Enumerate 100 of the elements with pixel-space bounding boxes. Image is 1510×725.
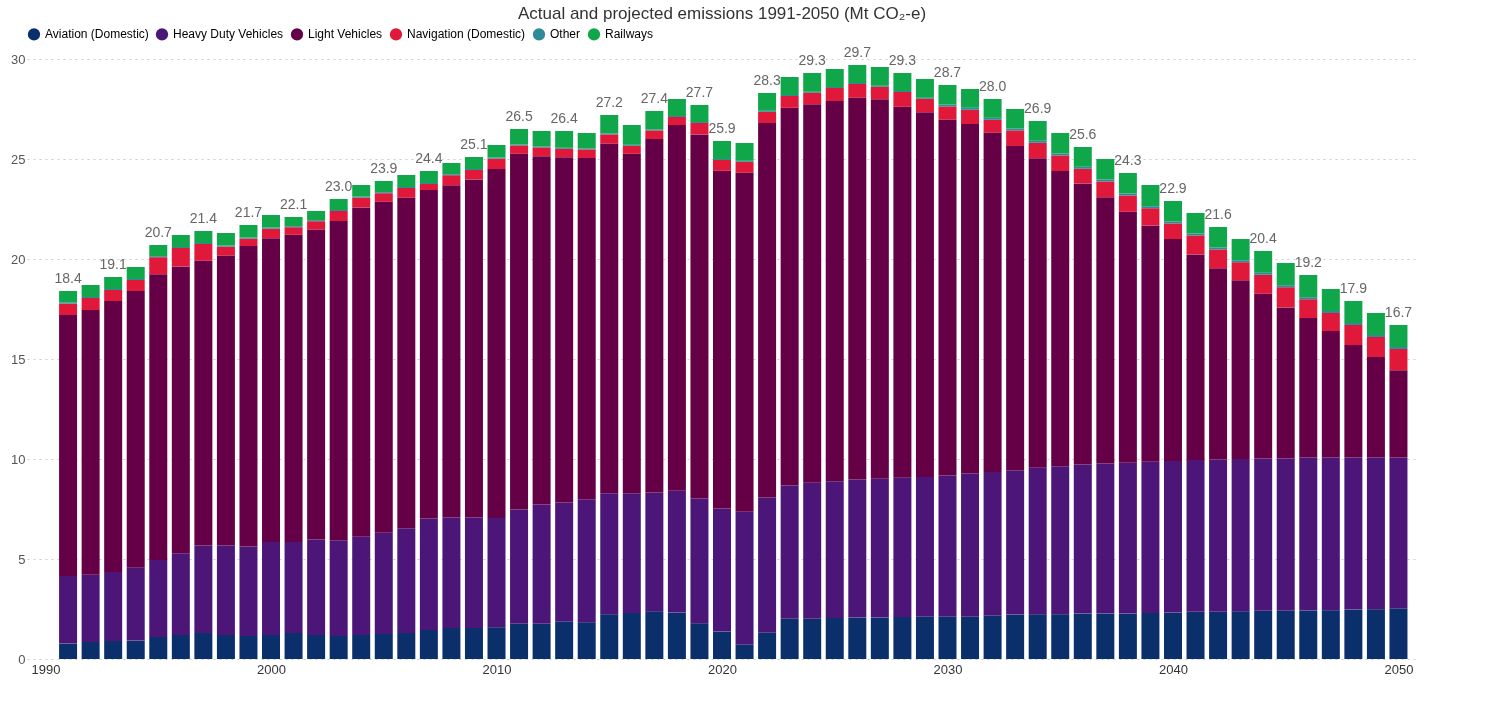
total-label: 21.7 <box>234 204 263 220</box>
bar <box>464 628 483 659</box>
bar <box>284 234 303 542</box>
bar <box>149 245 168 257</box>
bar <box>149 560 168 637</box>
bar <box>1051 155 1070 171</box>
bar <box>1321 289 1340 311</box>
bar <box>104 277 123 289</box>
bar <box>510 153 529 510</box>
bar <box>915 98 934 113</box>
bar <box>1299 457 1318 611</box>
bar <box>713 160 731 171</box>
bar <box>1096 197 1115 464</box>
bar <box>1276 458 1295 611</box>
total-label: 20.4 <box>1249 230 1278 246</box>
bar <box>1276 307 1295 459</box>
bar <box>1344 609 1363 659</box>
bar <box>622 125 641 145</box>
bar <box>848 97 867 480</box>
bar <box>171 235 190 247</box>
bar <box>104 572 123 641</box>
bar <box>1006 614 1025 659</box>
bar <box>81 574 100 642</box>
y-tick-label: 0 <box>18 651 26 667</box>
bar <box>555 502 574 622</box>
bar <box>149 274 168 560</box>
bar <box>419 171 438 183</box>
bar <box>622 613 641 659</box>
bar <box>149 257 168 275</box>
bar <box>1389 608 1408 659</box>
bar <box>194 545 213 633</box>
total-label: 29.3 <box>888 52 917 68</box>
total-label: 27.7 <box>685 84 714 100</box>
bar <box>262 542 281 635</box>
bar <box>983 117 1002 120</box>
bar <box>803 482 822 619</box>
bar <box>1299 275 1318 298</box>
bar <box>126 291 145 568</box>
bar <box>1163 201 1182 222</box>
bar <box>329 636 348 659</box>
bar <box>780 107 799 486</box>
bar <box>600 115 619 134</box>
bar <box>1254 293 1273 459</box>
bar <box>667 117 686 125</box>
bar <box>645 111 664 130</box>
bar <box>600 614 619 659</box>
bar <box>1051 171 1070 467</box>
bar <box>1163 612 1182 659</box>
bar <box>1051 614 1070 659</box>
total-label: 25.9 <box>708 120 736 136</box>
bar <box>216 246 235 256</box>
bar <box>510 129 529 145</box>
bar <box>961 616 980 659</box>
bar <box>262 238 281 542</box>
bar <box>1141 613 1160 659</box>
bar <box>893 106 912 478</box>
bar <box>510 145 529 154</box>
bar <box>239 225 258 238</box>
total-label: 28.7 <box>933 64 962 80</box>
bar <box>758 111 777 123</box>
bar <box>735 644 754 659</box>
bar <box>239 238 258 246</box>
bar <box>667 99 686 116</box>
bar <box>81 642 100 659</box>
bar <box>893 92 912 107</box>
bar <box>464 517 483 628</box>
total-label: 19.1 <box>99 256 128 272</box>
bar <box>59 315 78 576</box>
bar <box>1118 613 1137 659</box>
bar <box>893 477 912 617</box>
total-label: 20.7 <box>144 224 173 240</box>
bar <box>870 99 889 479</box>
bar <box>307 635 326 659</box>
total-label: 25.1 <box>460 136 488 152</box>
bar <box>938 106 957 120</box>
bar <box>171 248 190 267</box>
bar <box>1209 611 1228 659</box>
bar <box>442 163 461 175</box>
bar <box>758 93 777 111</box>
bar <box>938 475 957 617</box>
bar <box>171 266 190 554</box>
bar <box>352 197 371 208</box>
bar <box>1231 280 1250 459</box>
bar <box>1231 262 1250 281</box>
bar <box>329 199 348 210</box>
bar <box>532 131 551 147</box>
total-label: 25.6 <box>1069 126 1097 142</box>
bar <box>374 201 393 533</box>
bar <box>983 99 1002 118</box>
bar <box>532 156 551 505</box>
x-tick-label: 2000 <box>257 661 286 677</box>
bar <box>510 623 529 659</box>
x-tick-label: 2040 <box>1159 661 1188 677</box>
bar <box>803 104 822 483</box>
bar <box>284 217 303 227</box>
y-tick-label: 25 <box>11 151 26 167</box>
bar <box>397 633 416 659</box>
bar <box>126 567 145 641</box>
bar <box>194 244 213 261</box>
total-label: 28.3 <box>753 72 781 88</box>
